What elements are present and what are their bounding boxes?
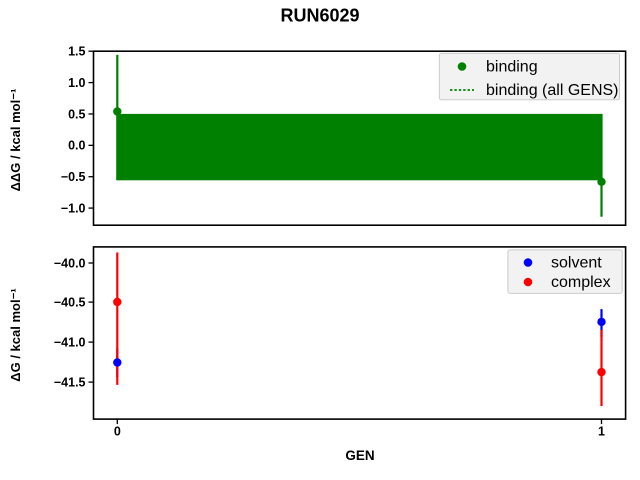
svg-text:1.0: 1.0: [68, 76, 85, 90]
svg-text:1: 1: [598, 425, 605, 439]
svg-text:solvent: solvent: [551, 255, 602, 272]
svg-text:−41.0: −41.0: [54, 335, 86, 349]
svg-text:0.0: 0.0: [68, 139, 85, 153]
svg-text:complex: complex: [551, 274, 611, 291]
svg-text:ΔΔG / kcal mol⁻¹: ΔΔG / kcal mol⁻¹: [8, 89, 23, 192]
svg-text:−1.0: −1.0: [61, 201, 86, 215]
svg-text:−0.5: −0.5: [61, 170, 86, 184]
svg-text:RUN6029: RUN6029: [280, 6, 359, 26]
svg-text:−41.5: −41.5: [54, 375, 86, 389]
svg-text:ΔG / kcal mol⁻¹: ΔG / kcal mol⁻¹: [8, 288, 23, 382]
svg-text:GEN: GEN: [345, 448, 374, 463]
svg-text:binding (all GENS): binding (all GENS): [486, 82, 619, 99]
svg-text:0: 0: [114, 425, 121, 439]
svg-text:−40.5: −40.5: [54, 295, 86, 309]
svg-text:0.5: 0.5: [68, 107, 85, 121]
svg-text:−40.0: −40.0: [54, 256, 86, 270]
svg-text:binding: binding: [486, 59, 538, 76]
svg-text:1.5: 1.5: [68, 45, 85, 59]
